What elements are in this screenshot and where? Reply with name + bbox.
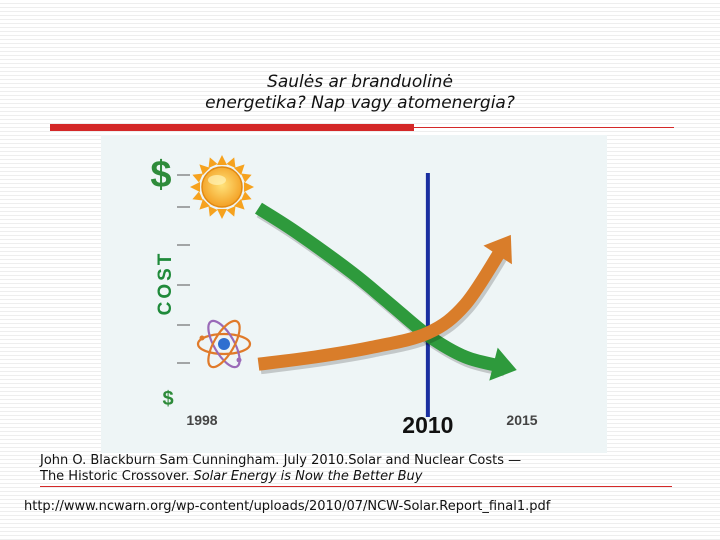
slide-title-line-1: Saulės ar branduolinė	[267, 72, 453, 92]
citation: John O. Blackburn Sam Cunningham. July 2…	[40, 453, 600, 485]
y-axis	[177, 174, 190, 364]
slide-title-line-2: energetika? Nap vagy atomenergia?	[205, 93, 515, 113]
chart-svg: $ $ COST	[150, 154, 537, 438]
title-underline-thin	[414, 127, 674, 128]
series-solar	[254, 202, 517, 381]
series-solar-line	[254, 202, 505, 373]
series-solar-arrowhead	[489, 347, 517, 381]
citation-divider	[40, 486, 672, 487]
slide-title: Saulės ar branduolinė energetika? Nap va…	[150, 72, 570, 114]
x-tick-label-crossover: 2010	[402, 412, 453, 438]
sun-icon	[190, 155, 254, 219]
citation-line-2-italic: Solar Energy is Now the Better Buy	[193, 469, 423, 484]
series-nuclear-line	[257, 243, 509, 371]
citation-line-1: John O. Blackburn Sam Cunningham. July 2…	[40, 453, 522, 468]
series-nuclear	[257, 234, 512, 375]
x-tick-labels: 1998 2010 2015	[186, 412, 537, 438]
x-tick-label: 1998	[186, 412, 217, 428]
citation-line-2-text: The Historic Crossover.	[40, 469, 194, 484]
y-high-dollar-label: $	[150, 154, 171, 196]
series-nuclear-arrowhead	[483, 234, 512, 265]
title-underline-thick	[50, 124, 414, 131]
citation-line-2: The Historic Crossover. Solar Energy is …	[40, 469, 600, 485]
series-layer	[254, 202, 517, 381]
y-low-dollar-label: $	[162, 388, 173, 410]
atom-icon	[196, 319, 252, 369]
source-url: http://www.ncwarn.org/wp-content/uploads…	[24, 499, 551, 514]
x-tick-label: 2015	[506, 412, 537, 428]
cost-crossover-chart: $ $ COST	[101, 135, 607, 453]
y-axis-label: COST	[155, 251, 176, 316]
